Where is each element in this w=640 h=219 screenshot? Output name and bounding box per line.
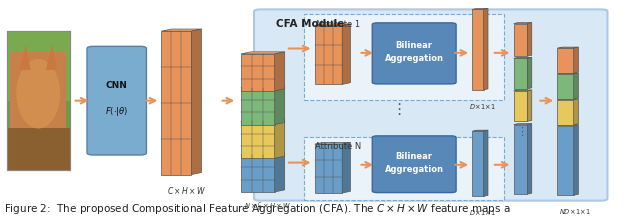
Polygon shape bbox=[514, 23, 527, 56]
Polygon shape bbox=[315, 142, 350, 144]
Polygon shape bbox=[514, 124, 532, 125]
FancyBboxPatch shape bbox=[87, 46, 147, 155]
FancyBboxPatch shape bbox=[304, 14, 504, 100]
Text: $C \times H \times W$: $C \times H \times W$ bbox=[166, 185, 206, 196]
Polygon shape bbox=[514, 90, 532, 91]
Text: Bilinear: Bilinear bbox=[396, 152, 433, 161]
Polygon shape bbox=[241, 155, 275, 192]
Polygon shape bbox=[484, 130, 488, 196]
Polygon shape bbox=[342, 24, 350, 84]
Polygon shape bbox=[573, 47, 579, 73]
Polygon shape bbox=[161, 31, 191, 175]
Polygon shape bbox=[557, 99, 579, 100]
Polygon shape bbox=[342, 142, 350, 193]
Polygon shape bbox=[527, 57, 532, 89]
Polygon shape bbox=[472, 130, 488, 131]
Polygon shape bbox=[527, 23, 532, 56]
Polygon shape bbox=[557, 73, 579, 74]
Polygon shape bbox=[472, 9, 484, 90]
Text: CNN: CNN bbox=[106, 81, 127, 90]
Ellipse shape bbox=[17, 59, 60, 129]
Polygon shape bbox=[315, 144, 342, 193]
Text: Attribute 1: Attribute 1 bbox=[315, 20, 360, 29]
Text: CFA Module: CFA Module bbox=[276, 19, 344, 28]
FancyBboxPatch shape bbox=[254, 9, 607, 201]
Polygon shape bbox=[161, 29, 202, 31]
Polygon shape bbox=[275, 52, 285, 91]
Text: $D\!\times\!1\!\times\!1$: $D\!\times\!1\!\times\!1$ bbox=[469, 208, 496, 217]
Text: $N\times\frac{C}{N}\times H \times W$: $N\times\frac{C}{N}\times H \times W$ bbox=[244, 201, 291, 215]
Polygon shape bbox=[275, 153, 285, 192]
Polygon shape bbox=[241, 153, 285, 155]
Polygon shape bbox=[241, 54, 275, 91]
Bar bbox=[7, 129, 70, 170]
Text: $ND\!\times\!1\!\times\!1$: $ND\!\times\!1\!\times\!1$ bbox=[559, 207, 591, 216]
Polygon shape bbox=[472, 131, 484, 196]
Text: $\vdots$: $\vdots$ bbox=[516, 125, 525, 138]
Polygon shape bbox=[241, 88, 275, 125]
Text: Figure 2:  The proposed Compositional Feature Aggregation (CFA). The $C \times H: Figure 2: The proposed Compositional Fea… bbox=[4, 202, 511, 216]
Polygon shape bbox=[241, 86, 285, 88]
Polygon shape bbox=[191, 29, 202, 175]
Polygon shape bbox=[557, 126, 573, 195]
Text: $F(\cdot|\theta)$: $F(\cdot|\theta)$ bbox=[105, 105, 129, 118]
Polygon shape bbox=[275, 119, 285, 158]
Polygon shape bbox=[557, 100, 573, 125]
Polygon shape bbox=[45, 45, 57, 70]
Text: Aggregation: Aggregation bbox=[385, 54, 444, 63]
Polygon shape bbox=[527, 90, 532, 121]
FancyBboxPatch shape bbox=[304, 136, 504, 200]
Polygon shape bbox=[514, 58, 527, 89]
Text: $\vdots$: $\vdots$ bbox=[392, 101, 402, 117]
FancyBboxPatch shape bbox=[372, 136, 456, 193]
Polygon shape bbox=[315, 26, 342, 84]
Polygon shape bbox=[573, 73, 579, 99]
Polygon shape bbox=[557, 48, 573, 73]
Polygon shape bbox=[557, 74, 573, 99]
Text: Aggregation: Aggregation bbox=[385, 165, 444, 174]
Polygon shape bbox=[573, 125, 579, 195]
Polygon shape bbox=[514, 91, 527, 121]
Polygon shape bbox=[19, 45, 31, 70]
Polygon shape bbox=[241, 52, 285, 54]
Polygon shape bbox=[557, 47, 579, 48]
Polygon shape bbox=[527, 124, 532, 194]
FancyBboxPatch shape bbox=[372, 23, 456, 84]
Bar bbox=[10, 52, 67, 156]
Polygon shape bbox=[241, 119, 285, 121]
Polygon shape bbox=[275, 86, 285, 125]
Polygon shape bbox=[241, 121, 275, 158]
Polygon shape bbox=[514, 125, 527, 194]
Text: Attribute N: Attribute N bbox=[315, 142, 361, 151]
Bar bbox=[7, 31, 70, 101]
Polygon shape bbox=[573, 99, 579, 125]
Text: $D\!\times\!1\!\times\!1$: $D\!\times\!1\!\times\!1$ bbox=[469, 102, 496, 111]
Bar bbox=[7, 31, 70, 170]
Polygon shape bbox=[557, 125, 579, 126]
Polygon shape bbox=[514, 57, 532, 58]
Bar bbox=[7, 31, 70, 170]
Polygon shape bbox=[484, 9, 488, 90]
Text: Bilinear: Bilinear bbox=[396, 41, 433, 50]
Polygon shape bbox=[315, 24, 350, 26]
